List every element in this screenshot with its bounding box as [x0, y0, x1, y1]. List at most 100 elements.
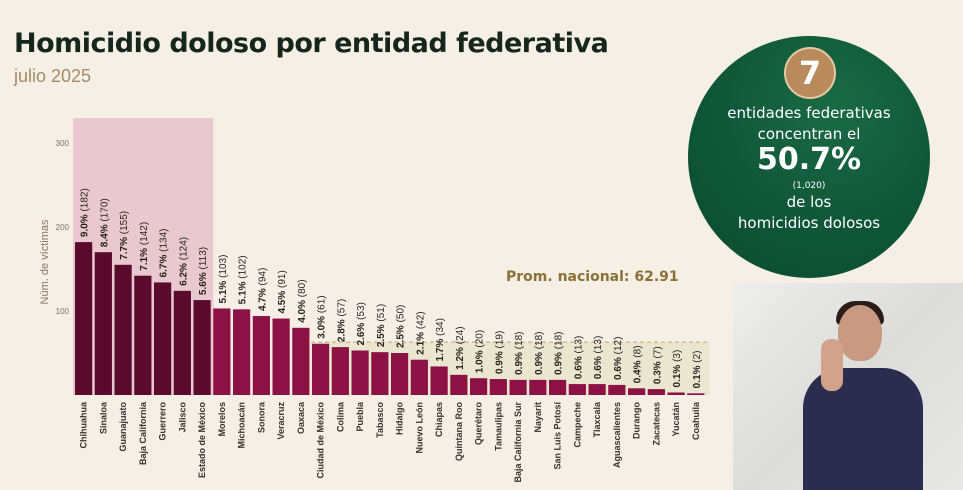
- bar-nayarit: [529, 379, 547, 395]
- bar-guerrero: [154, 282, 172, 395]
- bar-nuevo-león: [410, 359, 428, 395]
- x-tick-label: Baja California Sur: [513, 402, 523, 483]
- x-tick-label: Tlaxcala: [592, 401, 602, 438]
- y-tick-label: 200: [56, 223, 70, 232]
- data-label: 0.9% (18): [514, 332, 525, 375]
- x-tick-label: Durango: [632, 402, 642, 440]
- x-tick-label: Yucatán: [671, 402, 681, 437]
- bar-durango: [628, 388, 646, 395]
- data-label: 7.1% (142): [139, 222, 150, 271]
- bar-san-luis-potosí: [549, 379, 567, 395]
- data-label: 4.7% (94): [257, 268, 268, 311]
- summary-line-3: de los: [786, 193, 832, 211]
- data-label: 0.3% (7): [652, 346, 663, 384]
- bar-tlaxcala: [588, 384, 606, 395]
- data-label: 0.9% (18): [554, 332, 565, 375]
- x-tick-label: Estado de México: [197, 402, 207, 479]
- bar-tabasco: [371, 352, 389, 395]
- x-tick-label: Nuevo León: [414, 402, 424, 454]
- data-label: 5.1% (102): [238, 255, 249, 304]
- x-tick-label: Guerrero: [158, 401, 168, 440]
- bar-zacatecas: [647, 389, 665, 395]
- bar-oaxaca: [292, 327, 310, 395]
- data-label: 9.0% (182): [80, 188, 91, 237]
- entity-count-badge: 7: [784, 47, 836, 99]
- data-label: 0.6% (13): [593, 336, 604, 379]
- bar-baja-california: [134, 275, 152, 395]
- x-tick-label: Veracruz: [276, 402, 286, 440]
- bar-aguascalientes: [608, 384, 626, 395]
- bar-sinaloa: [94, 252, 112, 395]
- data-label: 4.0% (80): [297, 279, 308, 322]
- bar-guanajuato: [114, 264, 132, 395]
- x-tick-label: Nayarit: [533, 402, 543, 433]
- x-tick-label: Zacatecas: [651, 402, 661, 446]
- y-tick-label: 300: [56, 139, 70, 148]
- data-label: 1.7% (34): [435, 318, 446, 361]
- data-label: 5.6% (113): [198, 247, 209, 295]
- bar-tamaulipas: [489, 379, 507, 395]
- x-tick-label: Querétaro: [474, 401, 484, 445]
- data-label: 2.1% (42): [415, 311, 426, 354]
- bar-puebla: [351, 350, 369, 395]
- data-label: 7.7% (155): [119, 211, 130, 260]
- x-tick-label: Hidalgo: [395, 401, 405, 435]
- bar-chiapas: [430, 366, 448, 395]
- data-label: 8.4% (170): [99, 198, 110, 247]
- interpreter-hand: [821, 339, 843, 391]
- data-label: 2.5% (51): [376, 304, 387, 347]
- data-label: 0.6% (13): [573, 336, 584, 379]
- data-label: 3.0% (61): [317, 295, 328, 338]
- data-label: 2.6% (53): [356, 302, 367, 345]
- page-title: Homicidio doloso por entidad federativa: [14, 28, 609, 59]
- interpreter-body: [803, 368, 923, 490]
- data-label: 0.4% (8): [633, 345, 644, 383]
- x-tick-label: Sinaloa: [98, 401, 108, 434]
- x-tick-label: San Luis Potosí: [553, 402, 563, 470]
- x-tick-label: Ciudad de México: [316, 402, 326, 479]
- x-tick-label: Quintana Roo: [454, 402, 464, 461]
- x-tick-label: Colima: [335, 401, 345, 432]
- x-tick-label: Baja California: [138, 401, 148, 465]
- data-label: 6.2% (124): [178, 237, 189, 286]
- bar-coahuila: [687, 393, 705, 395]
- page-subtitle: julio 2025: [14, 66, 92, 86]
- data-label: 2.5% (50): [396, 305, 407, 348]
- bar-veracruz: [272, 318, 290, 395]
- bar-chihuahua: [75, 242, 93, 395]
- bar-quintana-roo: [450, 374, 468, 395]
- bar-querétaro: [470, 378, 488, 395]
- data-label: 1.0% (20): [475, 330, 486, 373]
- bar-colima: [331, 347, 349, 395]
- bar-chart: Núm. de víctimas 100 200 300 9.0% (182) 8.4…: [39, 118, 710, 483]
- x-tick-label: Coahuila: [691, 401, 701, 440]
- summary-line-1: entidades federativas: [727, 104, 891, 122]
- y-tick-label: 100: [56, 307, 70, 316]
- data-label: 0.1% (3): [672, 350, 683, 388]
- summary-percent: 50.7%: [756, 142, 862, 177]
- bar-morelos: [213, 308, 231, 395]
- bar-yucatán: [667, 392, 685, 395]
- data-label: 2.8% (57): [336, 299, 347, 342]
- data-label: 0.9% (18): [534, 332, 545, 375]
- x-tick-label: Tabasco: [375, 402, 385, 438]
- data-label: 5.1% (103): [218, 255, 229, 304]
- x-tick-label: Chihuahua: [79, 401, 89, 448]
- x-tick-label: Chiapas: [434, 402, 444, 437]
- summary-line-2: concentran el: [757, 125, 861, 143]
- data-label: 0.9% (19): [494, 331, 505, 374]
- x-tick-label: Puebla: [355, 401, 365, 432]
- x-tick-label: Morelos: [217, 402, 227, 437]
- x-tick-label: Guanajuato: [118, 402, 128, 452]
- x-tick-label: Jalisco: [177, 402, 187, 433]
- x-tick-label: Michoacán: [237, 402, 247, 449]
- x-tick-label: Sonora: [256, 401, 266, 433]
- bar-ciudad-de-méxico: [312, 343, 330, 395]
- summary-line-4: homicidios dolosos: [737, 214, 881, 232]
- bar-campeche: [568, 384, 586, 395]
- bar-estado-de-méxico: [193, 300, 211, 395]
- bar-jalisco: [173, 290, 191, 395]
- data-label: 1.2% (24): [455, 326, 466, 369]
- data-label: 4.5% (91): [277, 270, 288, 313]
- y-axis-label: Núm. de víctimas: [39, 219, 51, 304]
